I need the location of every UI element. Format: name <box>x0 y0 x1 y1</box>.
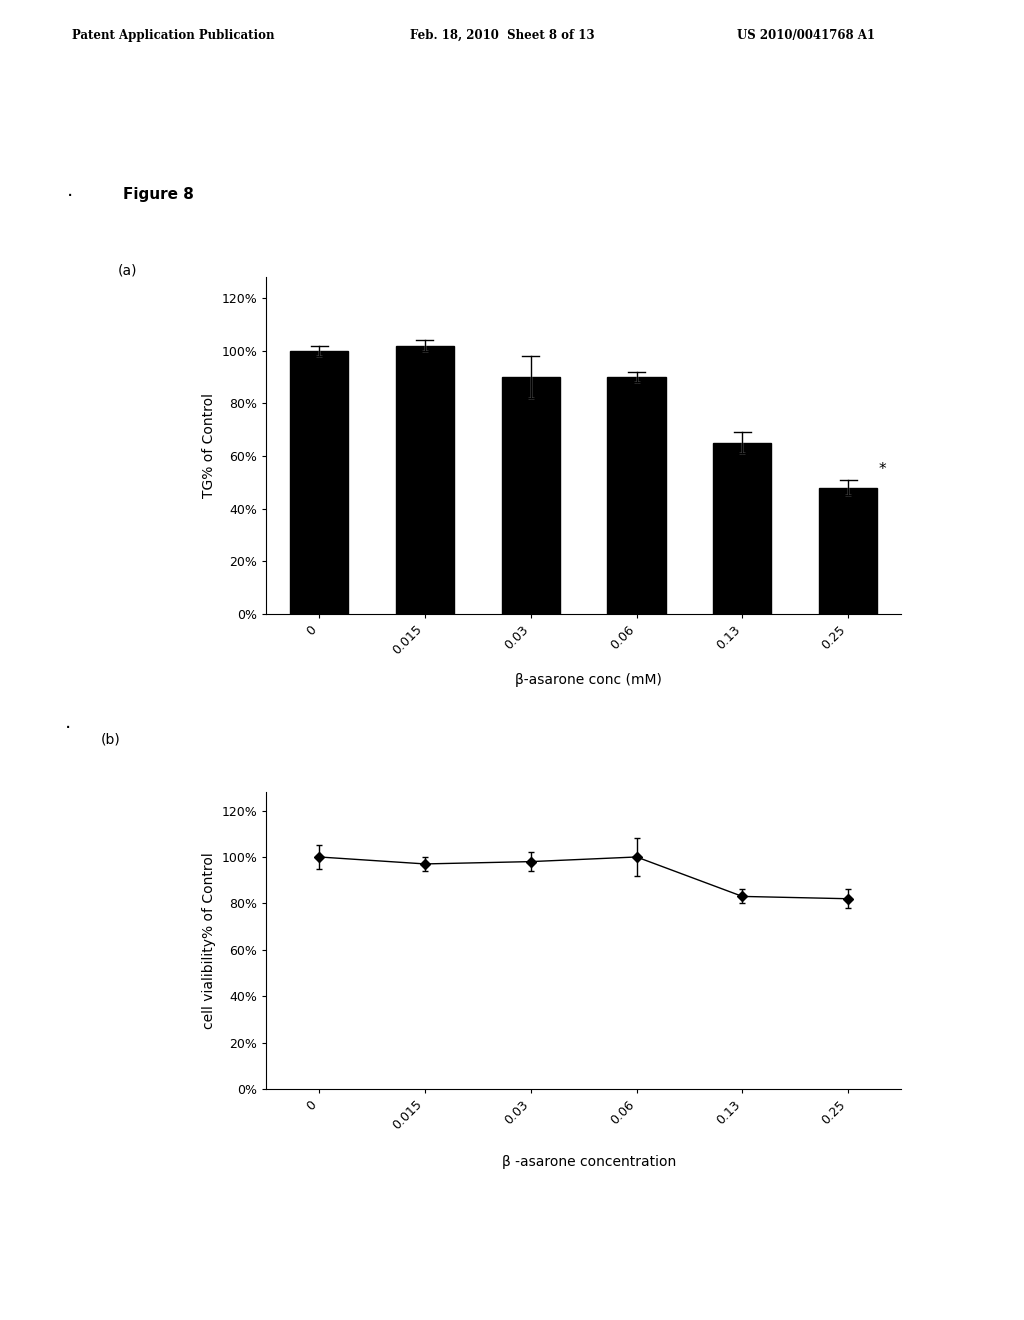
Text: ·: · <box>65 719 71 738</box>
Text: *: * <box>879 462 886 477</box>
Text: Feb. 18, 2010  Sheet 8 of 13: Feb. 18, 2010 Sheet 8 of 13 <box>410 29 594 42</box>
Y-axis label: TG% of Control: TG% of Control <box>202 393 216 498</box>
Text: (b): (b) <box>100 733 120 747</box>
Text: (a): (a) <box>118 264 137 279</box>
Bar <box>819 487 878 614</box>
Bar <box>290 351 348 614</box>
Text: Figure 8: Figure 8 <box>123 187 194 202</box>
Text: β-asarone conc (mM): β-asarone conc (mM) <box>515 673 663 688</box>
Text: β -asarone concentration: β -asarone concentration <box>502 1155 676 1170</box>
Text: Patent Application Publication: Patent Application Publication <box>72 29 274 42</box>
Y-axis label: cell vialibility% of Control: cell vialibility% of Control <box>202 853 216 1028</box>
Bar <box>502 378 560 614</box>
Bar <box>607 378 666 614</box>
Text: US 2010/0041768 A1: US 2010/0041768 A1 <box>737 29 876 42</box>
Bar <box>396 346 454 614</box>
Text: ·: · <box>67 187 73 206</box>
Bar <box>714 444 771 614</box>
